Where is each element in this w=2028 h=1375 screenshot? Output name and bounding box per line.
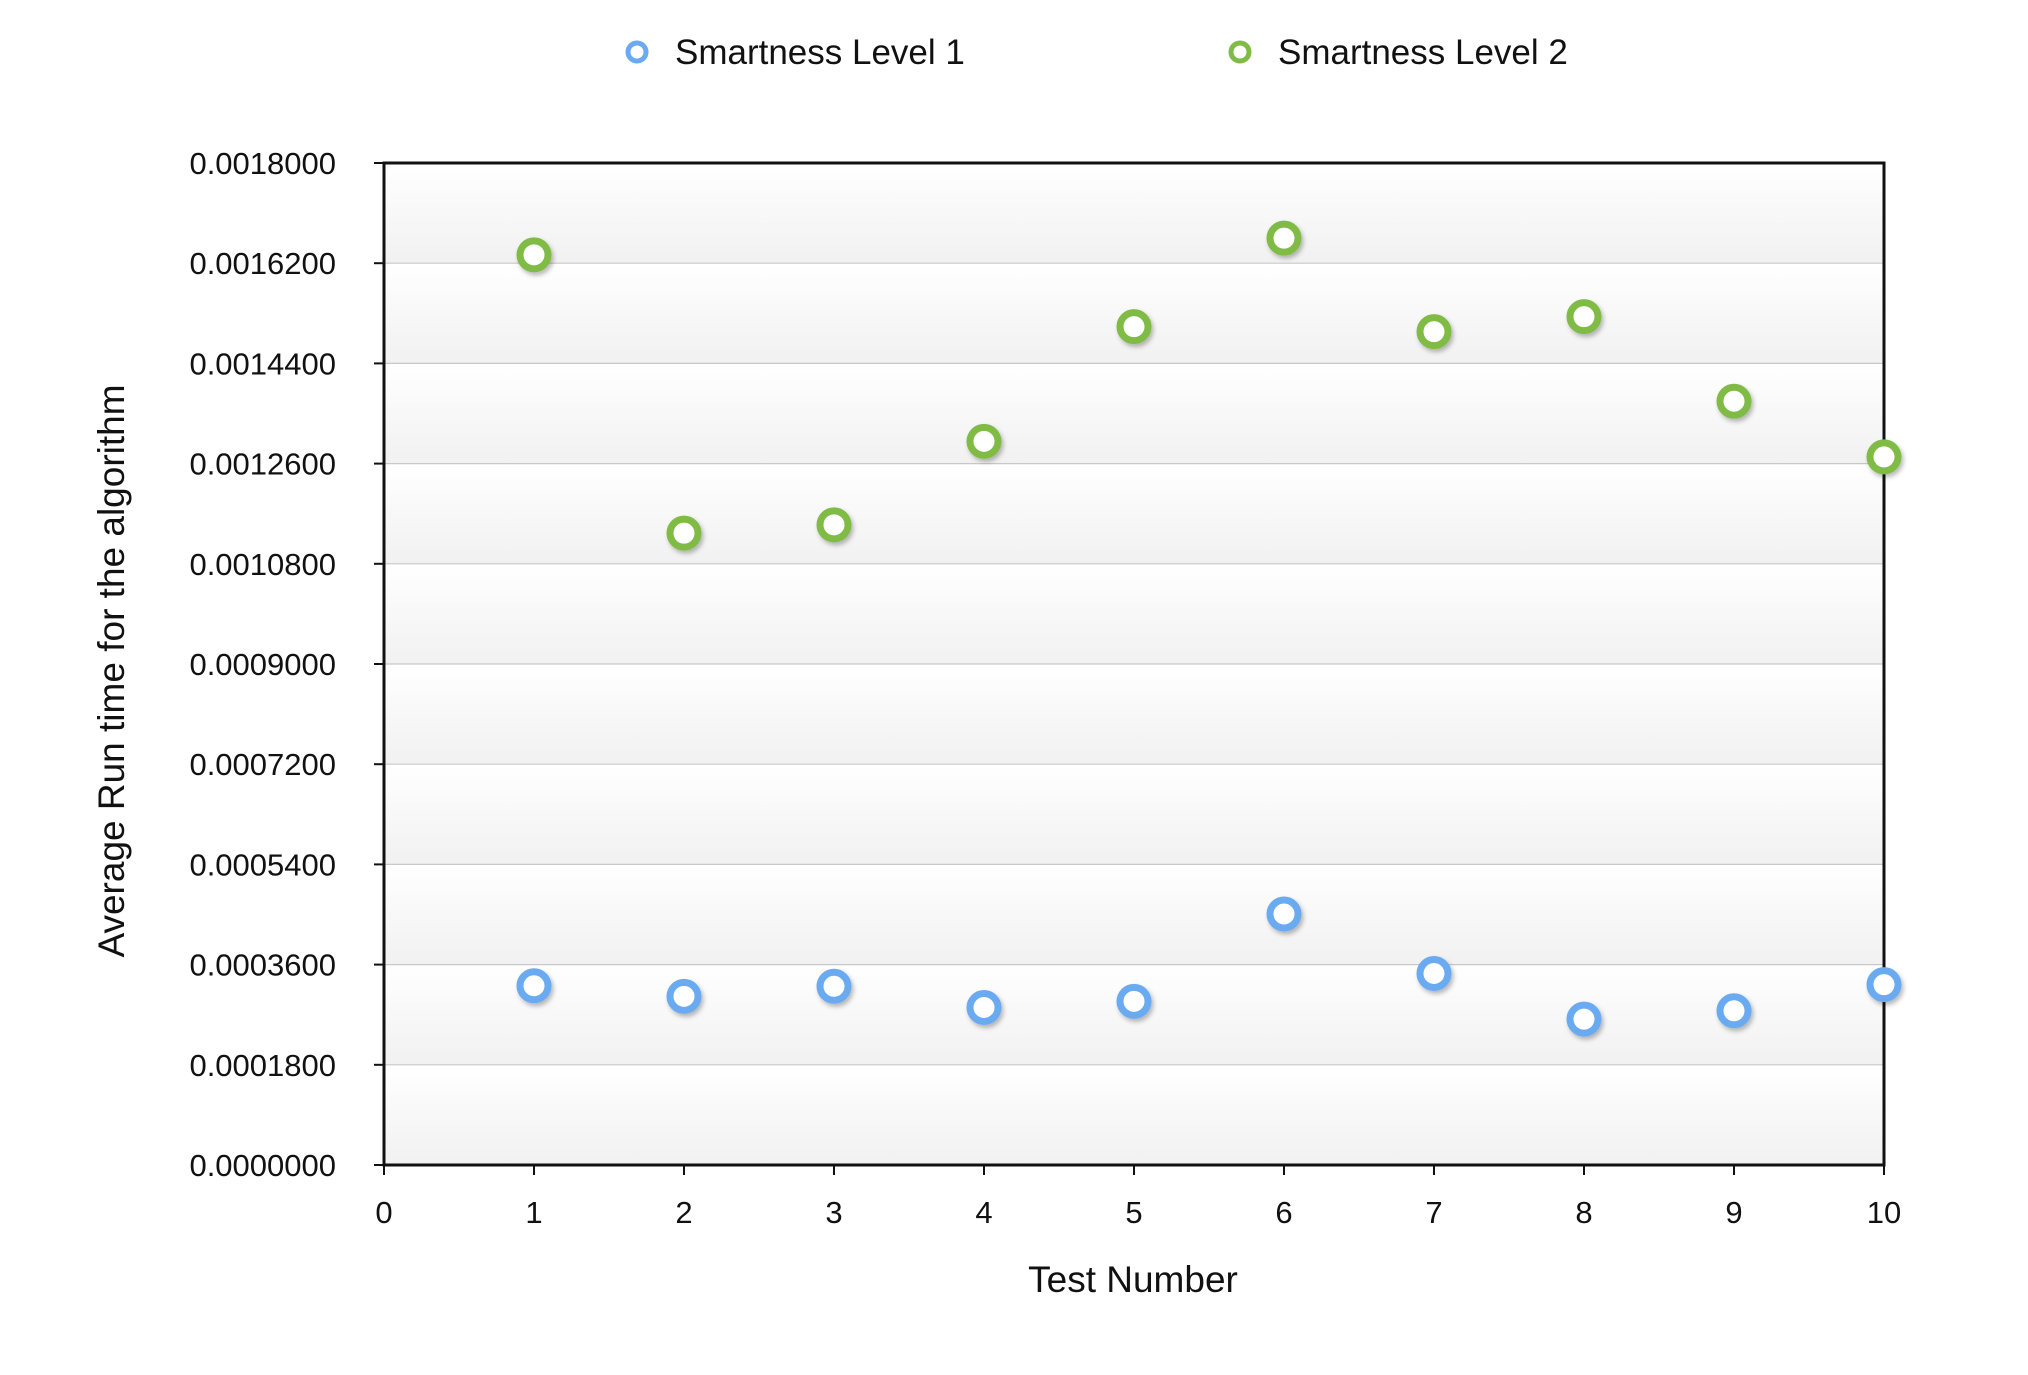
legend-marker <box>1228 40 1252 64</box>
data-point <box>516 237 552 273</box>
data-point <box>1416 956 1452 992</box>
plot-band <box>384 463 1884 564</box>
y-tick-label: 0.0010800 <box>189 547 336 582</box>
y-tick-label: 0.0009000 <box>189 647 336 682</box>
x-tick-label: 8 <box>1575 1195 1592 1230</box>
data-point <box>1266 220 1302 256</box>
plot-band <box>384 363 1884 464</box>
y-tick-label: 0.0018000 <box>189 146 336 181</box>
data-point <box>1716 383 1752 419</box>
data-point <box>1866 439 1902 475</box>
x-tick-label: 6 <box>1275 1195 1292 1230</box>
data-point <box>816 507 852 543</box>
legend-item: Smartness Level 2 <box>1228 33 1568 72</box>
data-point <box>666 515 702 551</box>
plot-band <box>384 864 1884 965</box>
y-tick-label: 0.0003600 <box>189 948 336 983</box>
x-tick-label: 4 <box>975 1195 992 1230</box>
x-tick-label: 2 <box>675 1195 692 1230</box>
y-tick-label: 0.0014400 <box>189 346 336 381</box>
data-point <box>1866 967 1902 1003</box>
legend-marker <box>625 40 649 64</box>
legend: Smartness Level 1 Smartness Level 2 <box>625 33 1568 72</box>
data-point <box>1566 1001 1602 1037</box>
data-point <box>1116 309 1152 345</box>
legend-item: Smartness Level 1 <box>625 33 965 72</box>
plot-band <box>384 764 1884 865</box>
y-tick-label: 0.0012600 <box>189 447 336 482</box>
data-points <box>516 220 1902 1037</box>
y-tick-label: 0.0005400 <box>189 847 336 882</box>
x-tick-label: 3 <box>825 1195 842 1230</box>
plot-band <box>384 1064 1884 1165</box>
data-point <box>1716 993 1752 1029</box>
x-tick-label: 1 <box>525 1195 542 1230</box>
x-axis-title: Test Number <box>1028 1259 1238 1300</box>
data-point <box>516 968 552 1004</box>
x-tick-label: 7 <box>1425 1195 1442 1230</box>
plot-band <box>384 563 1884 664</box>
y-tick-label: 0.0000000 <box>189 1148 336 1183</box>
y-tick-label: 0.0001800 <box>189 1048 336 1083</box>
plot-background <box>384 163 1884 1165</box>
data-point <box>666 978 702 1014</box>
legend-label: Smartness Level 1 <box>675 33 965 72</box>
grid-lines <box>384 262 1884 1066</box>
legend-label: Smartness Level 2 <box>1278 33 1568 72</box>
x-axis-ticks: 0 1 2 3 4 5 6 7 8 9 10 <box>375 1165 1901 1230</box>
y-tick-label: 0.0016200 <box>189 246 336 281</box>
data-point <box>816 968 852 1004</box>
data-point <box>966 423 1002 459</box>
data-point <box>1566 299 1602 335</box>
plot-band <box>384 163 1884 264</box>
x-tick-label: 9 <box>1725 1195 1742 1230</box>
data-point <box>1266 896 1302 932</box>
x-tick-label: 5 <box>1125 1195 1142 1230</box>
x-tick-label: 0 <box>375 1195 392 1230</box>
x-tick-label: 10 <box>1867 1195 1901 1230</box>
y-axis-title: Average Run time for the algorithm <box>91 384 132 957</box>
plot-band <box>384 664 1884 765</box>
y-tick-label: 0.0007200 <box>189 747 336 782</box>
data-point <box>1116 983 1152 1019</box>
data-point <box>1416 314 1452 350</box>
y-axis-ticks: 0.0000000 0.0001800 0.0003600 0.0005400 0.00… <box>189 146 384 1183</box>
data-point <box>966 989 1002 1025</box>
